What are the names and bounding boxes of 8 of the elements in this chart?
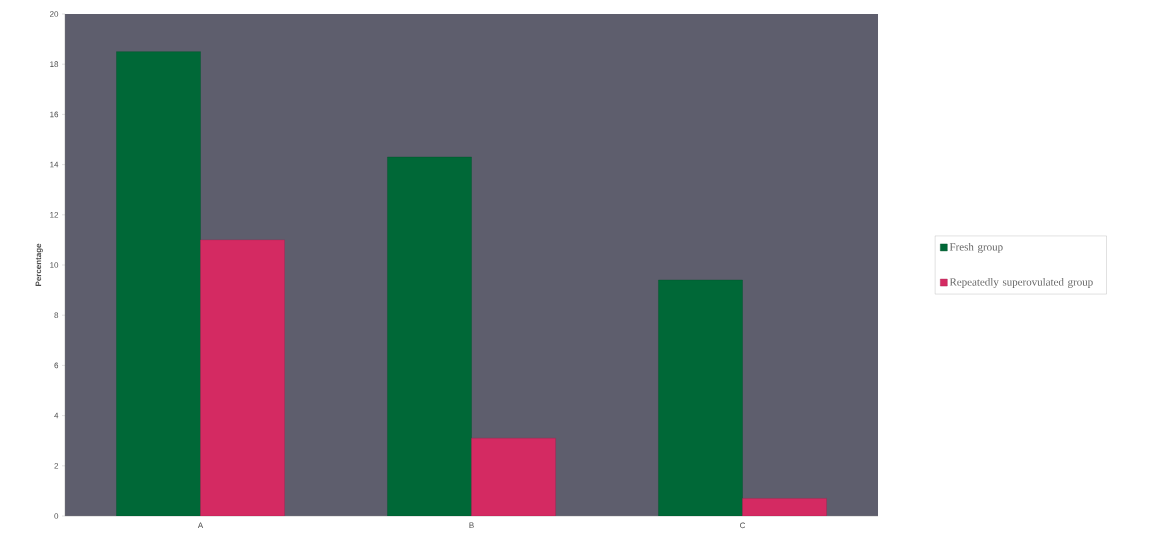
bar [658,279,743,516]
bar [200,239,285,516]
bar [742,498,827,516]
bar [471,437,556,516]
legend-label: Fresh group [949,242,1003,253]
legend-label: Repeatedly superovulated group [949,278,1093,288]
bar [116,51,201,516]
bar [387,156,472,516]
